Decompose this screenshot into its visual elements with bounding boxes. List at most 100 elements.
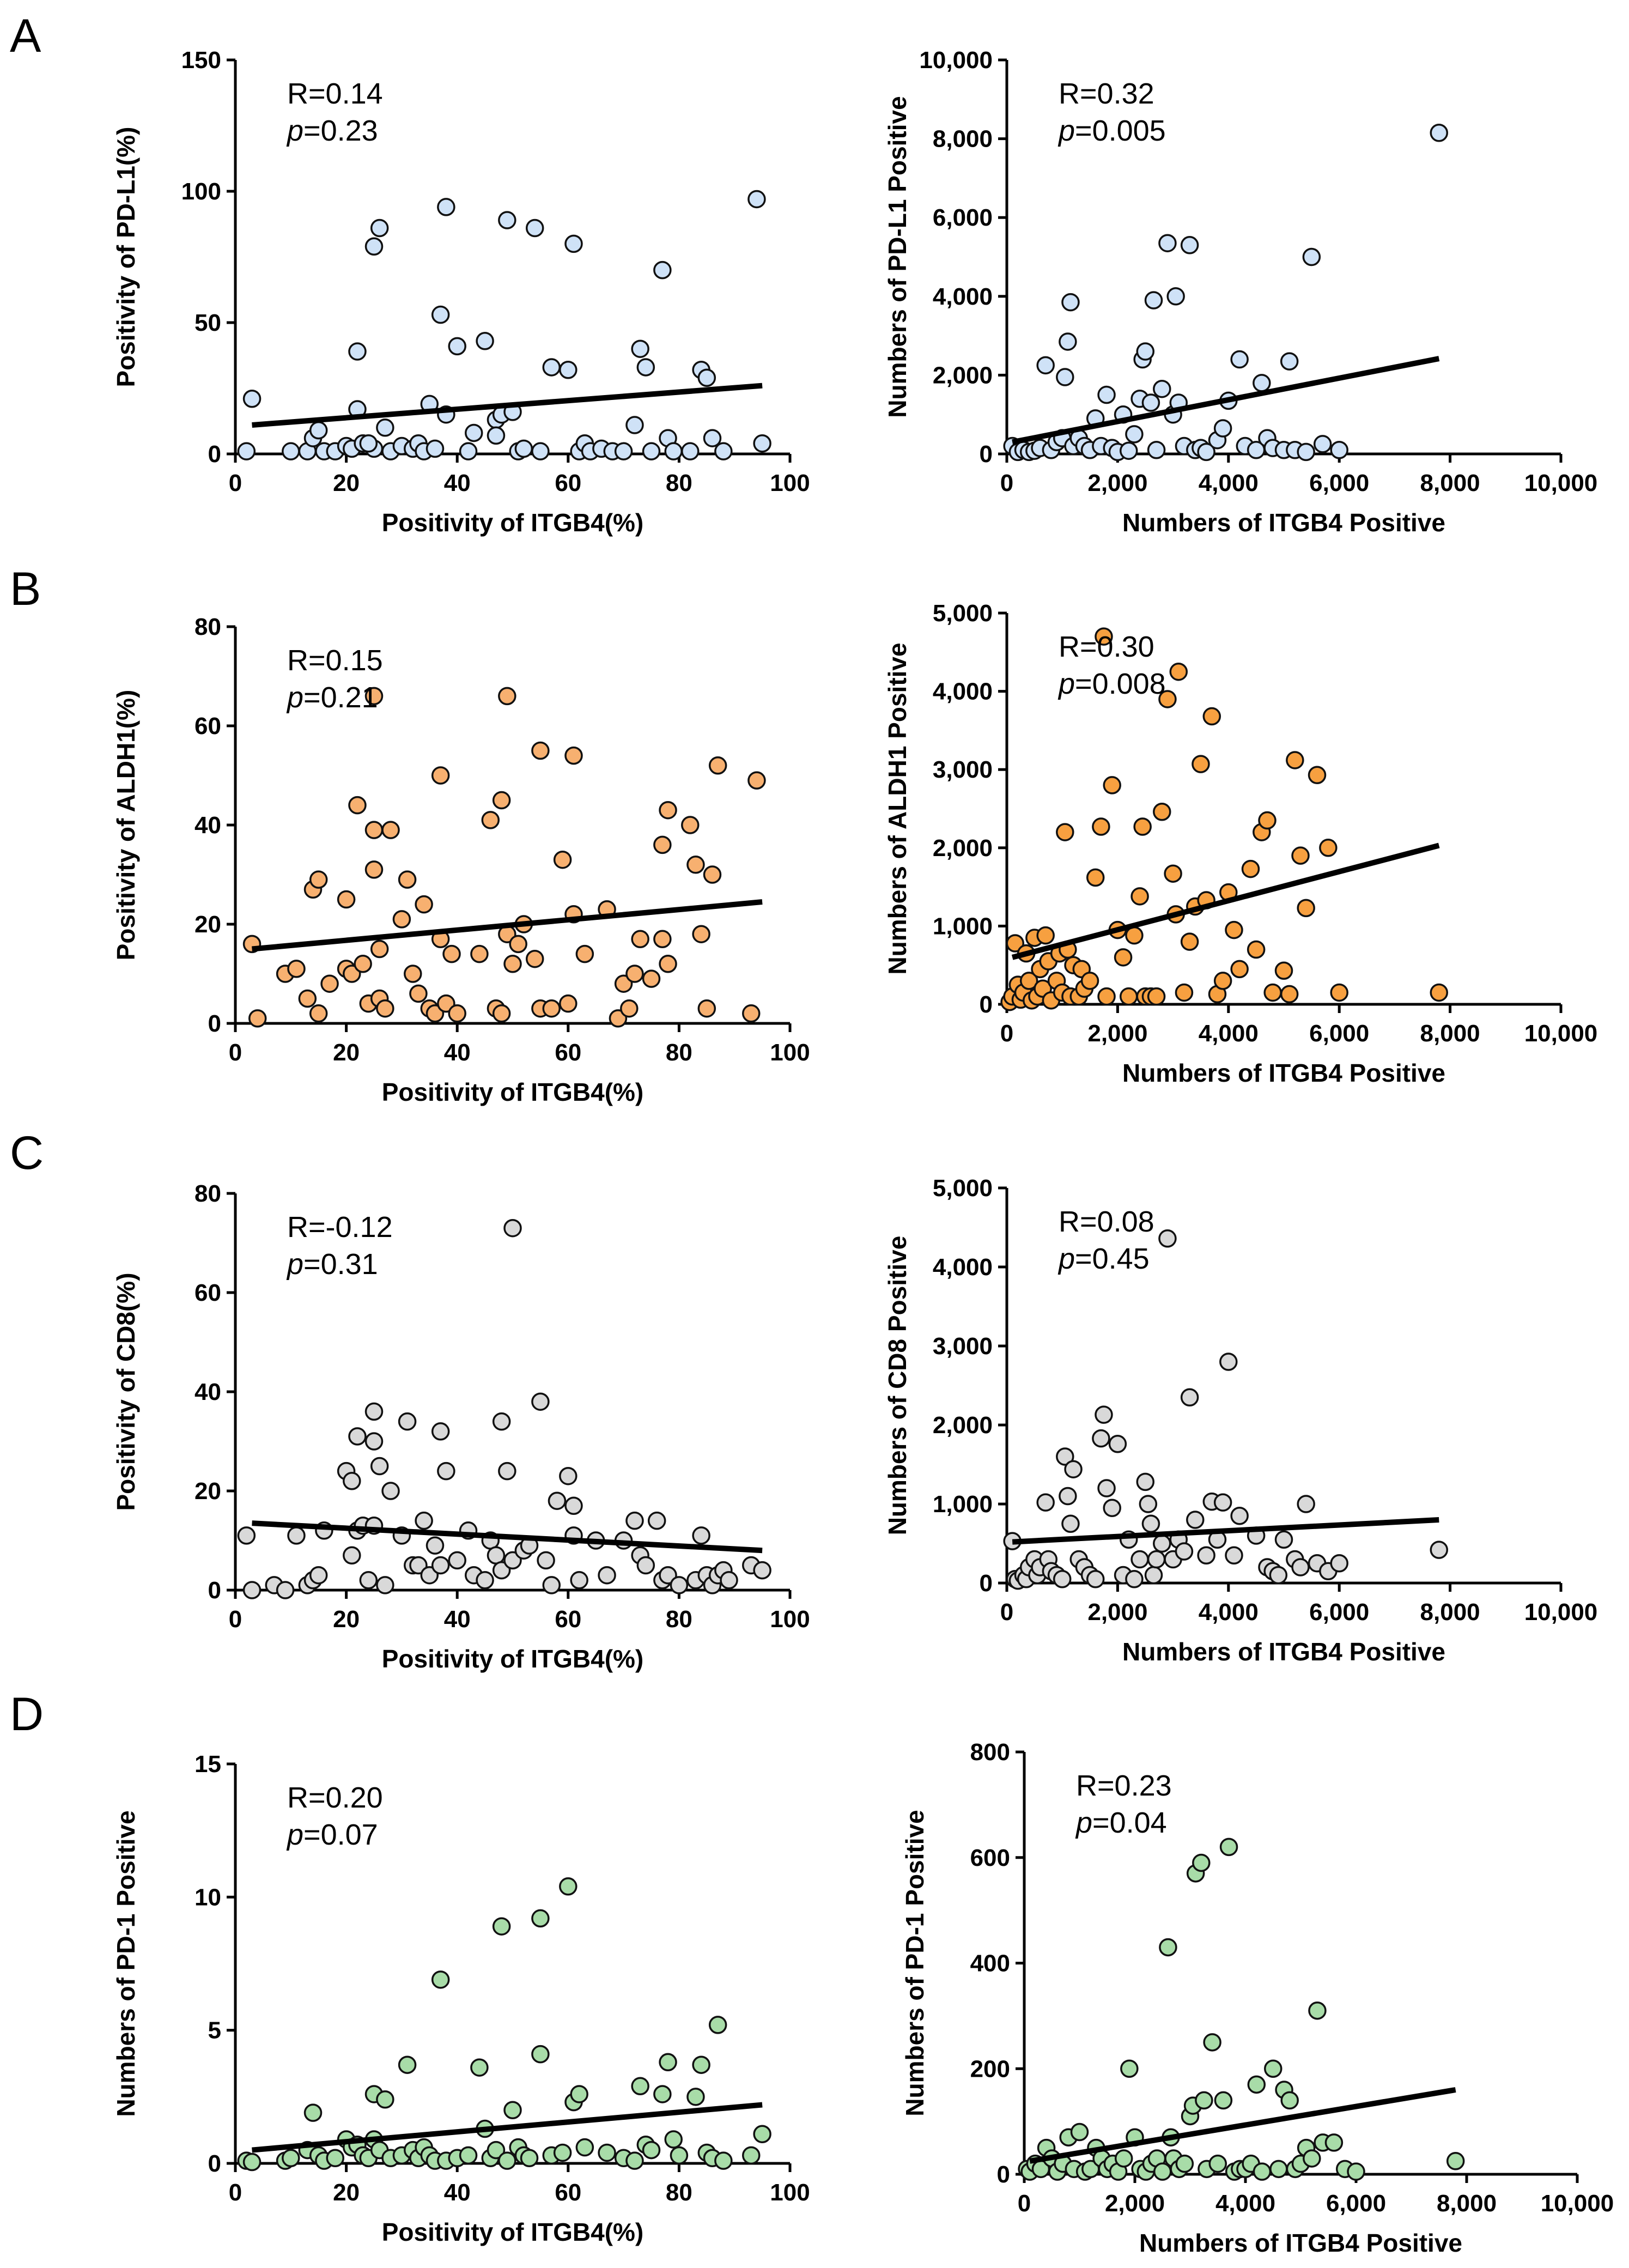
data-point [359,1571,378,1590]
y-axis-title: Numbers of CD8 Positive [883,1236,911,1536]
y-axis-title: Positivity of ALDH1(%) [112,690,140,961]
data-point [659,2053,677,2072]
x-tick-label: 60 [555,2179,581,2206]
stat-r-value: R=0.23 [1076,1769,1172,1802]
data-point [442,944,461,963]
x-tick-label: 40 [444,1039,471,1066]
data-point [298,989,317,1008]
stat-p-value: p=0.008 [1057,668,1166,700]
data-point [1153,1534,1171,1553]
data-point [625,1511,644,1530]
data-point [392,910,411,929]
data-point [1103,1499,1121,1517]
data-point [1130,887,1149,906]
chart-c-right: 0 1,000 2,000 3,000 4,000 5,000 0 2,000 4,000 6,0… [883,1175,1597,1666]
data-point [1180,932,1199,951]
data-point [614,442,633,460]
stat-p-value: p=0.04 [1075,1806,1167,1839]
data-point [741,1004,761,1023]
data-point [415,1511,433,1530]
x-tick-label: 100 [770,1606,810,1633]
regression-line [252,383,763,428]
y-tick-label: 0 [980,991,993,1018]
x-tick-label: 0 [1000,470,1013,496]
data-point [343,1546,361,1565]
data-point [1225,920,1243,939]
data-point [753,2125,771,2143]
data-point [664,442,683,460]
data-point [487,1546,506,1565]
data-point [1159,1938,1177,1957]
data-point [1297,899,1315,918]
data-point [642,2140,661,2160]
x-tick-label: 80 [666,470,692,496]
x-tick-label: 4,000 [1199,1599,1259,1626]
data-point [237,442,256,460]
y-tick-label: 200 [970,2055,1010,2082]
data-point [1097,987,1116,1006]
data-point [1297,442,1315,462]
data-point [364,1402,384,1421]
x-tick-label: 0 [1000,1599,1013,1626]
y-tick-label: 2,000 [933,362,993,389]
panel-letter-c: C [10,1127,44,1179]
x-tick-label: 8,000 [1420,470,1480,496]
x-tick-label: 10,000 [1524,1020,1598,1047]
data-point [498,1462,516,1481]
data-point [1274,1530,1293,1549]
data-point [537,1551,555,1570]
data-point [620,999,639,1018]
x-tick-label: 0 [229,470,242,496]
y-tick-label: 3,000 [933,756,993,783]
data-point [1147,1550,1166,1569]
panel-letter-d: D [10,1688,44,1741]
data-point [1036,1493,1055,1512]
y-tick-label: 0 [997,2161,1010,2188]
data-point [370,939,389,959]
data-point [1230,1507,1249,1525]
x-tick-label: 100 [770,470,810,496]
data-point [1164,864,1182,883]
data-point [487,2140,506,2160]
data-point [1153,2162,1172,2181]
x-tick-label: 20 [333,1606,360,1633]
data-point [1247,2075,1266,2094]
data-point [670,2146,689,2165]
y-tick-label: 100 [181,178,221,205]
x-axis-title: Numbers of ITGB4 Positive [1122,1638,1445,1666]
data-point [636,1556,655,1575]
data-point [431,305,450,324]
y-tick-label: 5,000 [933,1175,993,1202]
data-point [431,766,450,785]
y-tick-label: 0 [208,441,221,468]
data-point [309,1566,328,1585]
data-point [1219,1838,1238,1857]
data-point [525,949,544,968]
panel-letter-b: B [10,563,41,615]
data-point [1302,247,1321,266]
data-point [1319,839,1338,857]
stat-p-symbol: p [1075,1806,1092,1839]
data-point [1136,1472,1154,1491]
y-tick-label: 400 [970,1950,1010,1977]
data-point [492,791,511,810]
data-point [559,1877,578,1896]
data-point [503,955,522,973]
data-point [1430,124,1449,142]
x-tick-label: 40 [444,2179,471,2206]
x-tick-label: 40 [444,470,471,496]
data-point [492,1004,511,1023]
data-point [564,746,583,765]
data-point [564,1496,583,1515]
regression-line [1011,842,1440,960]
y-tick-label: 60 [194,713,221,739]
data-point [686,2088,705,2106]
data-point [1208,2154,1227,2173]
data-point [1125,425,1144,444]
data-point [431,1970,450,1989]
data-point [1144,1566,1163,1585]
data-point [570,1571,588,1590]
data-point [1086,1570,1105,1588]
data-point [242,1581,262,1599]
stat-r-value: R=0.08 [1059,1205,1154,1238]
